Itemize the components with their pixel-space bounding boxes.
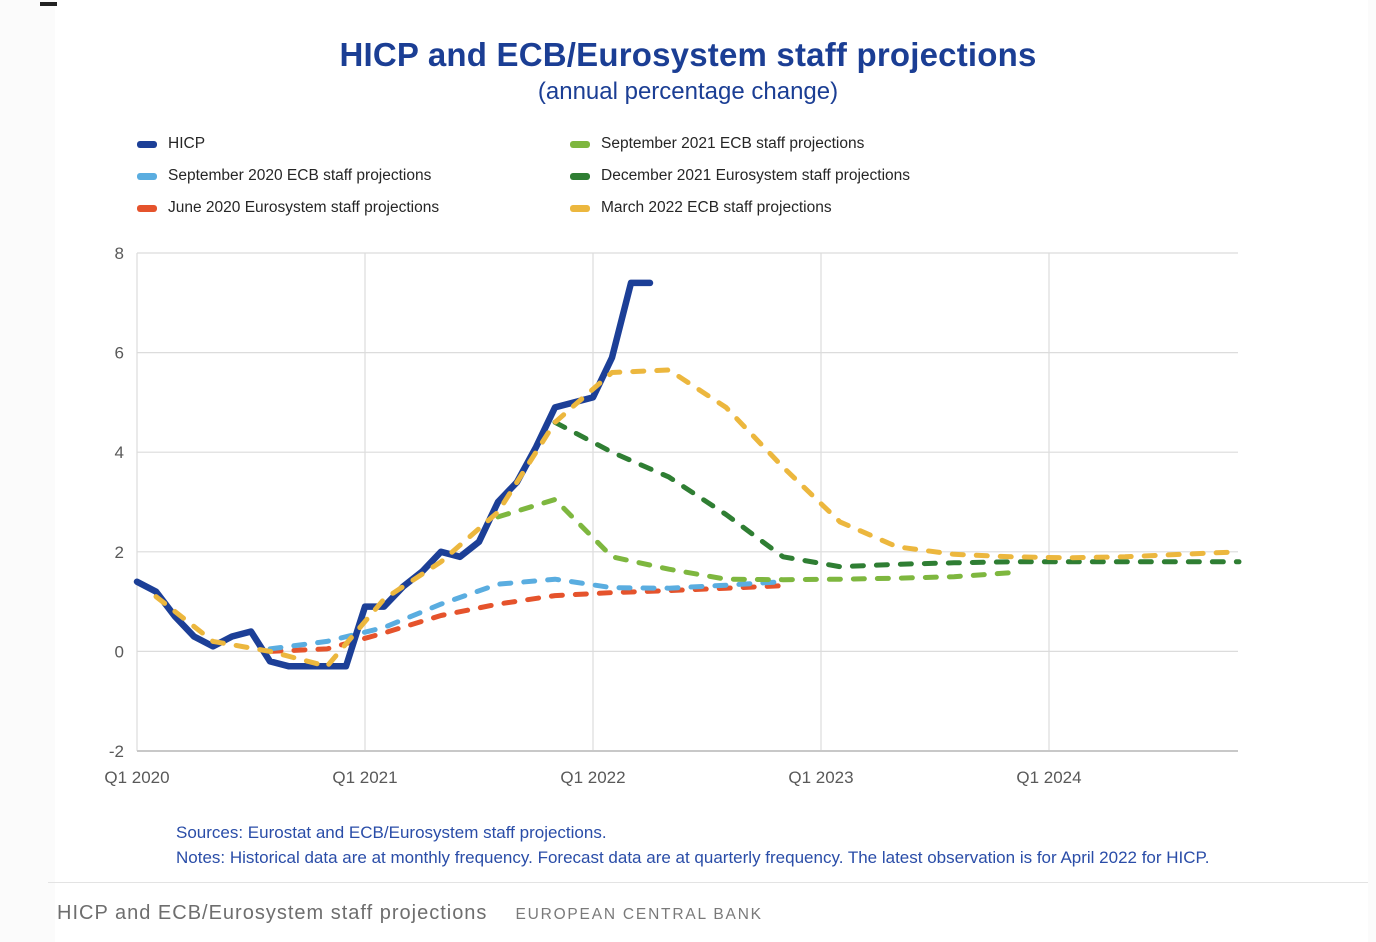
page-subtitle: (annual percentage change) (537, 78, 839, 105)
legend-item-march-2022: March 2022 ECB staff projections (570, 196, 910, 220)
x-axis-tick-label: Q1 2021 (332, 768, 397, 787)
y-axis-tick-label: -2 (109, 742, 124, 761)
top-left-mark (40, 2, 57, 6)
content-panel (55, 0, 1368, 942)
series-line-mar2022 (153, 367, 1242, 669)
footer-chart-title: HICP and ECB/Eurosystem staff projection… (57, 902, 488, 924)
legend-label-september-2020: September 2020 ECB staff projections (168, 167, 432, 184)
x-axis-tick-label: Q1 2024 (1016, 768, 1081, 787)
x-axis-tick-label: Q1 2022 (560, 768, 625, 787)
x-axis-tick-label: Q1 2023 (788, 768, 853, 787)
legend-swatch-december-2021-icon (570, 172, 590, 180)
page-title: HICP and ECB/Eurosystem staff projection… (339, 36, 1037, 73)
y-axis-tick-label: 2 (115, 543, 124, 562)
legend-label-hicp: HICP (168, 135, 206, 152)
y-axis-tick-label: 8 (115, 244, 124, 263)
series-line-sep2021 (495, 497, 1014, 583)
footer: HICP and ECB/Eurosystem staff projection… (57, 902, 763, 925)
series-line-sep2020 (267, 576, 786, 652)
footer-divider (48, 882, 1368, 883)
legend-swatch-september-2021-icon (570, 140, 590, 148)
legend-item-september-2021: September 2021 ECB staff projections (570, 132, 910, 156)
legend-item-hicp: HICP (137, 132, 439, 156)
legend-swatch-june-2020-icon (137, 204, 157, 212)
y-axis-tick-label: 6 (115, 344, 124, 363)
legend-swatch-september-2020-icon (137, 172, 157, 180)
sources-text: Sources: Eurostat and ECB/Eurosystem sta… (176, 823, 607, 842)
legend-column-right: September 2021 ECB staff projections Dec… (570, 132, 910, 228)
legend-swatch-hicp-icon (137, 140, 157, 148)
legend-item-december-2021: December 2021 Eurosystem staff projectio… (570, 164, 910, 188)
legend-label-march-2022: March 2022 ECB staff projections (601, 199, 832, 216)
series-line-dec2021 (552, 419, 1242, 570)
legend-item-september-2020: September 2020 ECB staff projections (137, 164, 439, 188)
legend-label-june-2020: June 2020 Eurosystem staff projections (168, 199, 440, 216)
legend-item-june-2020: June 2020 Eurosystem staff projections (137, 196, 439, 220)
footer-organisation: EUROPEAN CENTRAL BANK (515, 906, 763, 923)
legend-column-left: HICP September 2020 ECB staff projection… (137, 132, 439, 228)
y-axis-tick-label: 0 (115, 642, 124, 661)
notes-text: Notes: Historical data are at monthly fr… (176, 848, 1210, 867)
series-line-jun2020 (267, 583, 786, 654)
legend-swatch-march-2022-icon (570, 204, 590, 212)
x-axis-tick-label: Q1 2020 (104, 768, 169, 787)
series-line-hicp (133, 279, 654, 670)
y-axis-tick-label: 4 (115, 443, 124, 462)
legend-label-september-2021: September 2021 ECB staff projections (601, 135, 865, 152)
legend-label-december-2021: December 2021 Eurosystem staff projectio… (601, 167, 911, 184)
